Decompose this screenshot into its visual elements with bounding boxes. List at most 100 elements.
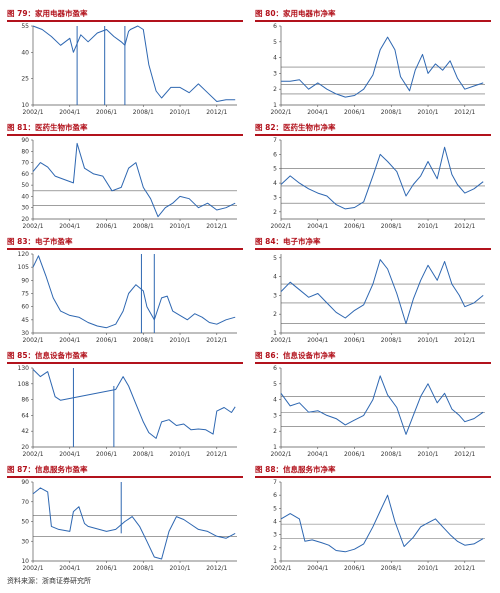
x-tick-label: 2010/1 bbox=[417, 451, 438, 458]
y-tick-label: 4 bbox=[273, 397, 277, 404]
chart-title: 图 87：信息服务市盈率 bbox=[7, 465, 88, 474]
x-tick-label: 2006/1 bbox=[96, 109, 117, 116]
x-tick-label: 2008/1 bbox=[381, 451, 402, 458]
x-tick-label: 2006/1 bbox=[344, 565, 365, 572]
x-tick-label: 2004/1 bbox=[59, 109, 80, 116]
y-tick-label: 70 bbox=[21, 499, 29, 506]
y-tick-label: 3 bbox=[273, 532, 277, 539]
y-tick-label: 3 bbox=[273, 70, 277, 77]
chart-panel: 图 84：电子市净率 1 2 3 4 5 2002/1 2004/1 2006/1 2008/1 2… bbox=[255, 236, 491, 349]
x-tick-label: 2004/1 bbox=[59, 565, 80, 572]
line-chart: 10 30 50 70 90 2002/1 2004/1 2006/1 2008/1 2010/1… bbox=[21, 479, 237, 572]
chart-title: 图 85：信息设备市盈率 bbox=[7, 351, 88, 360]
y-tick-label: 10 bbox=[21, 558, 29, 565]
line-chart: 2 3 4 5 6 7 2002/1 2004/1 2006/1 2008/1 2010/1 2012… bbox=[270, 137, 485, 230]
title-rule bbox=[7, 20, 243, 22]
y-tick-label: 40 bbox=[21, 49, 29, 56]
title-rule bbox=[7, 134, 243, 136]
x-tick-label: 2010/1 bbox=[169, 451, 190, 458]
x-tick-label: 2002/1 bbox=[270, 451, 291, 458]
x-tick-label: 2002/1 bbox=[270, 223, 291, 230]
series-line bbox=[280, 259, 484, 325]
x-tick-label: 2012/1 bbox=[454, 109, 475, 116]
chart-panel: 图 80：家用电器市净率 1 2 3 4 5 6 2002/1 2004/1 2006/1 2008… bbox=[255, 8, 491, 121]
y-tick-label: 108 bbox=[18, 381, 30, 388]
series-line bbox=[32, 255, 236, 329]
chart-title: 图 88：信息服务市净率 bbox=[255, 465, 336, 474]
y-tick-label: 2 bbox=[273, 86, 277, 93]
series-line bbox=[32, 25, 236, 102]
x-tick-label: 2006/1 bbox=[96, 565, 117, 572]
y-tick-label: 60 bbox=[21, 171, 29, 178]
x-tick-label: 2006/1 bbox=[96, 223, 117, 230]
y-tick-label: 10 bbox=[21, 102, 29, 109]
x-tick-label: 2012/1 bbox=[454, 223, 475, 230]
y-tick-label: 4 bbox=[273, 180, 277, 187]
x-tick-label: 2002/1 bbox=[22, 565, 43, 572]
x-tick-label: 2008/1 bbox=[381, 109, 402, 116]
x-tick-label: 2002/1 bbox=[270, 565, 291, 572]
y-tick-label: 4 bbox=[273, 519, 277, 526]
y-tick-label: 1 bbox=[273, 330, 277, 337]
chart-title: 图 82：医药生物市净率 bbox=[255, 123, 336, 132]
y-tick-label: 5 bbox=[273, 505, 277, 512]
y-tick-label: 1 bbox=[273, 558, 277, 565]
chart-panel: 图 85：信息设备市盈率 20 42 64 86 108 130 2002/1 2004/1 20… bbox=[7, 350, 243, 463]
y-tick-label: 30 bbox=[21, 538, 29, 545]
y-tick-label: 80 bbox=[21, 148, 29, 155]
x-tick-label: 2008/1 bbox=[133, 451, 154, 458]
chart-title: 图 83：电子市盈率 bbox=[7, 237, 73, 246]
series-line bbox=[281, 36, 484, 98]
x-tick-label: 2010/1 bbox=[169, 223, 190, 230]
y-tick-label: 30 bbox=[21, 330, 29, 337]
chart-title: 图 80：家用电器市净率 bbox=[255, 9, 336, 18]
chart-panel: 图 82：医药生物市净率 2 3 4 5 6 7 2002/1 2004/1 2006/1 2008… bbox=[255, 122, 491, 235]
y-tick-label: 40 bbox=[21, 193, 29, 200]
x-tick-label: 2002/1 bbox=[22, 223, 43, 230]
y-tick-label: 50 bbox=[21, 519, 29, 526]
x-tick-label: 2012/1 bbox=[206, 109, 227, 116]
x-tick-label: 2012/1 bbox=[206, 451, 227, 458]
y-tick-label: 6 bbox=[273, 151, 277, 158]
y-tick-label: 3 bbox=[273, 412, 277, 419]
y-tick-label: 6 bbox=[273, 365, 277, 372]
x-tick-label: 2002/1 bbox=[22, 451, 43, 458]
y-tick-label: 55 bbox=[21, 23, 29, 30]
y-tick-label: 90 bbox=[21, 479, 29, 486]
y-tick-label: 50 bbox=[21, 182, 29, 189]
x-tick-label: 2002/1 bbox=[270, 109, 291, 116]
chart-panel: 图 86：信息设备市净率 1 2 3 4 5 6 2002/1 2004/1 2006/1 2008… bbox=[255, 350, 491, 463]
y-tick-label: 42 bbox=[21, 428, 29, 435]
x-tick-label: 2004/1 bbox=[59, 337, 80, 344]
y-tick-label: 90 bbox=[21, 277, 29, 284]
x-tick-label: 2002/1 bbox=[22, 337, 43, 344]
y-tick-label: 30 bbox=[21, 205, 29, 212]
y-tick-label: 5 bbox=[273, 166, 277, 173]
y-tick-label: 5 bbox=[273, 255, 277, 262]
title-rule bbox=[7, 362, 243, 364]
y-tick-label: 64 bbox=[21, 412, 29, 419]
line-chart: 1 2 3 4 5 6 2002/1 2004/1 2006/1 2008/1 2010/1 2012… bbox=[270, 365, 485, 458]
y-tick-label: 20 bbox=[21, 216, 29, 223]
x-tick-label: 2004/1 bbox=[59, 223, 80, 230]
chart-title: 图 84：电子市净率 bbox=[255, 237, 321, 246]
chart-panel: 图 83：电子市盈率 30 45 60 75 90 105 120 2002/1 2004/1 20… bbox=[7, 236, 243, 349]
y-tick-label: 45 bbox=[21, 317, 29, 324]
series-line bbox=[32, 142, 236, 218]
series-line bbox=[280, 494, 484, 553]
title-rule bbox=[255, 248, 491, 250]
x-tick-label: 2004/1 bbox=[307, 337, 328, 344]
x-tick-label: 2010/1 bbox=[169, 109, 190, 116]
y-tick-label: 4 bbox=[273, 274, 277, 281]
y-tick-label: 20 bbox=[21, 444, 29, 451]
x-tick-label: 2012/1 bbox=[454, 451, 475, 458]
line-chart: 20 42 64 86 108 130 2002/1 2004/1 2006/1 2008/1 20… bbox=[18, 365, 237, 458]
chart-panel: 图 79：家用电器市盈率 10 25 40 55 2002/1 2004/1 2006/1 20… bbox=[7, 8, 243, 121]
x-tick-label: 2008/1 bbox=[133, 223, 154, 230]
chart-panel: 图 81：医药生物市盈率 20 30 40 50 60 70 80 90 2002/1 2004/1… bbox=[7, 122, 243, 235]
x-tick-label: 2006/1 bbox=[344, 109, 365, 116]
chart-panel: 图 87：信息服务市盈率 10 30 50 70 90 2002/1 2004/1 2006/1… bbox=[7, 464, 243, 577]
line-chart: 10 25 40 55 2002/1 2004/1 2006/1 2008/1 2010/1 20… bbox=[21, 23, 237, 116]
series-line bbox=[280, 375, 484, 435]
y-tick-label: 5 bbox=[273, 381, 277, 388]
